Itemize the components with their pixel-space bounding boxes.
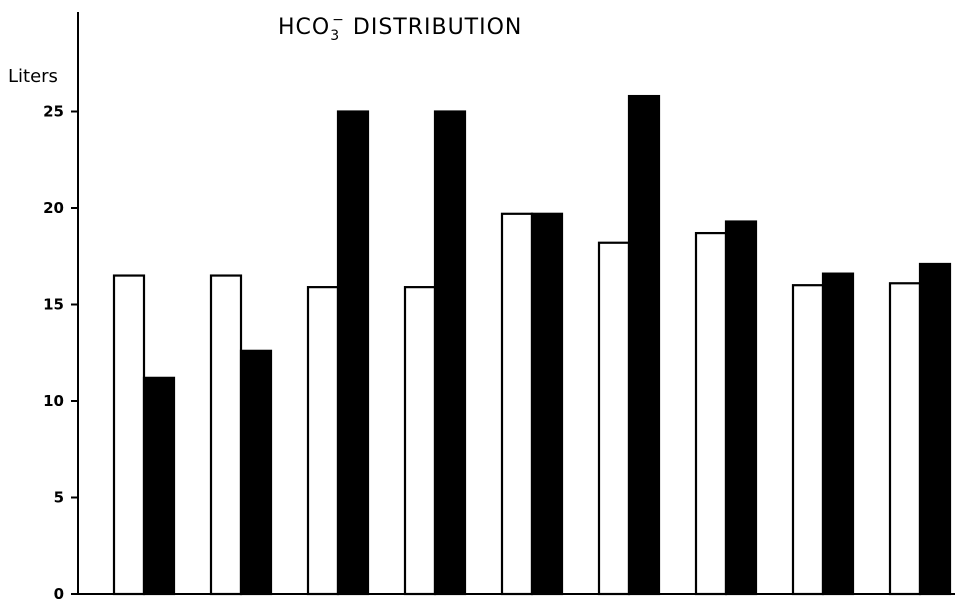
y-tick-label: 5	[54, 489, 64, 507]
bar-open-3	[306, 286, 340, 596]
bar-solid-6	[627, 94, 661, 596]
bar-solid-3	[336, 110, 370, 596]
y-tick-label: 20	[43, 199, 64, 217]
bar-solid-9	[918, 262, 952, 596]
chart-title-superscript: −	[332, 12, 345, 28]
chart-title-subscript: 3	[330, 28, 340, 44]
y-tick-label: 0	[54, 585, 64, 600]
chart-title-rest: DISTRIBUTION	[345, 15, 523, 40]
bar-solid-1	[142, 376, 176, 596]
bar-solid-4	[433, 110, 467, 596]
bar-open-9	[888, 282, 922, 596]
bar-open-7	[694, 231, 728, 596]
y-tick-label: 15	[43, 296, 64, 314]
y-ticks: 0 5 10 15 20 25	[43, 103, 78, 600]
bar-solid-2	[239, 349, 273, 596]
y-tick-label: 25	[43, 103, 64, 121]
y-axis-label: Liters	[8, 66, 58, 87]
bar-open-1	[112, 274, 146, 596]
bar-open-2	[209, 274, 243, 596]
bars	[112, 94, 952, 596]
chart-title: HCO3− DISTRIBUTION	[278, 12, 522, 44]
bar-solid-7	[724, 220, 758, 596]
bar-open-4	[403, 286, 437, 596]
bar-solid-8	[821, 272, 855, 596]
bar-open-6	[597, 241, 631, 596]
y-tick-label: 10	[43, 392, 64, 410]
chart-title-main: HCO	[278, 15, 330, 40]
bar-solid-5	[530, 212, 564, 596]
bar-open-8	[791, 284, 825, 596]
bar-open-5	[500, 212, 534, 596]
